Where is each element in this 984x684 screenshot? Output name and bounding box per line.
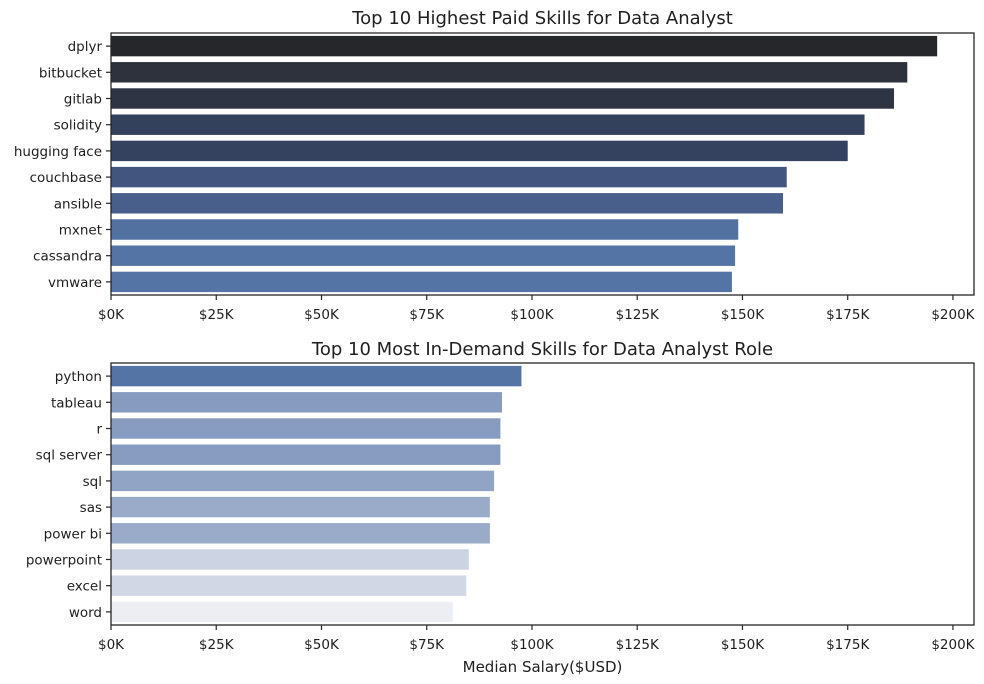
bar-solidity (111, 114, 865, 135)
y-tick-label: powerpoint (26, 553, 102, 569)
y-tick-label: couchbase (30, 170, 102, 186)
y-tick-label: word (69, 605, 102, 621)
y-tick-label: power bi (44, 526, 102, 542)
x-tick-label: $50K (304, 637, 340, 653)
x-tick-label: $0K (98, 307, 125, 323)
bar-tableau (111, 392, 502, 413)
x-tick-label: $75K (409, 307, 445, 323)
x-axis-label: Median Salary($USD) (463, 658, 623, 676)
top-paid-chart-title: Top 10 Highest Paid Skills for Data Anal… (351, 8, 733, 29)
x-tick-label: $50K (304, 307, 340, 323)
y-tick-label: vmware (48, 275, 102, 291)
x-tick-label: $100K (510, 637, 554, 653)
bar-hugging-face (111, 140, 848, 162)
top-paid-chart: Top 10 Highest Paid Skills for Data Anal… (14, 8, 976, 323)
bar-power-bi (111, 523, 490, 544)
x-tick-label: $75K (409, 637, 445, 653)
y-tick-label: cassandra (33, 249, 102, 265)
x-tick-label: $200K (931, 637, 975, 653)
x-tick-label: $175K (826, 637, 870, 653)
y-tick-label: ansible (54, 196, 102, 212)
bar-word (111, 601, 453, 623)
y-tick-label: sql (83, 474, 102, 490)
bar-ansible (111, 193, 784, 214)
x-tick-label: $175K (826, 307, 870, 323)
bar-vmware (111, 271, 732, 293)
y-tick-label: excel (67, 579, 102, 595)
x-tick-label: $125K (616, 307, 660, 323)
in-demand-plot-frame (110, 362, 975, 626)
x-tick-label: $25K (199, 307, 235, 323)
bar-sas (111, 496, 490, 518)
x-tick-label: $25K (199, 637, 235, 653)
y-tick-label: mxnet (59, 223, 102, 239)
in-demand-chart: Top 10 Most In-Demand Skills for Data An… (26, 339, 976, 676)
bar-sql (111, 470, 495, 492)
y-tick-label: tableau (51, 395, 102, 411)
bar-excel (111, 575, 467, 596)
bar-r (111, 418, 501, 439)
y-tick-label: r (96, 422, 102, 438)
bar-couchbase (111, 166, 787, 188)
y-tick-label: python (55, 369, 102, 385)
x-tick-label: $0K (98, 637, 125, 653)
bar-python (111, 365, 522, 387)
bar-cassandra (111, 245, 736, 266)
bar-powerpoint (111, 549, 469, 570)
top-paid-plot-frame (110, 32, 975, 296)
x-tick-label: $150K (721, 307, 765, 323)
bar-gitlab (111, 88, 895, 109)
x-tick-label: $200K (931, 307, 975, 323)
y-tick-label: sql server (36, 448, 103, 464)
y-tick-label: bitbucket (39, 65, 102, 81)
bar-dplyr (111, 35, 938, 57)
y-tick-label: solidity (54, 118, 102, 134)
y-tick-label: hugging face (14, 144, 102, 160)
y-tick-label: gitlab (64, 92, 102, 108)
x-tick-label: $150K (721, 637, 765, 653)
x-tick-label: $100K (510, 307, 554, 323)
y-tick-label: sas (80, 500, 102, 516)
x-tick-label: $125K (616, 637, 660, 653)
y-tick-label: dplyr (68, 39, 103, 55)
in-demand-chart-title: Top 10 Most In-Demand Skills for Data An… (311, 339, 773, 360)
bar-mxnet (111, 219, 739, 240)
bar-bitbucket (111, 62, 908, 83)
bar-sql-server (111, 444, 501, 465)
